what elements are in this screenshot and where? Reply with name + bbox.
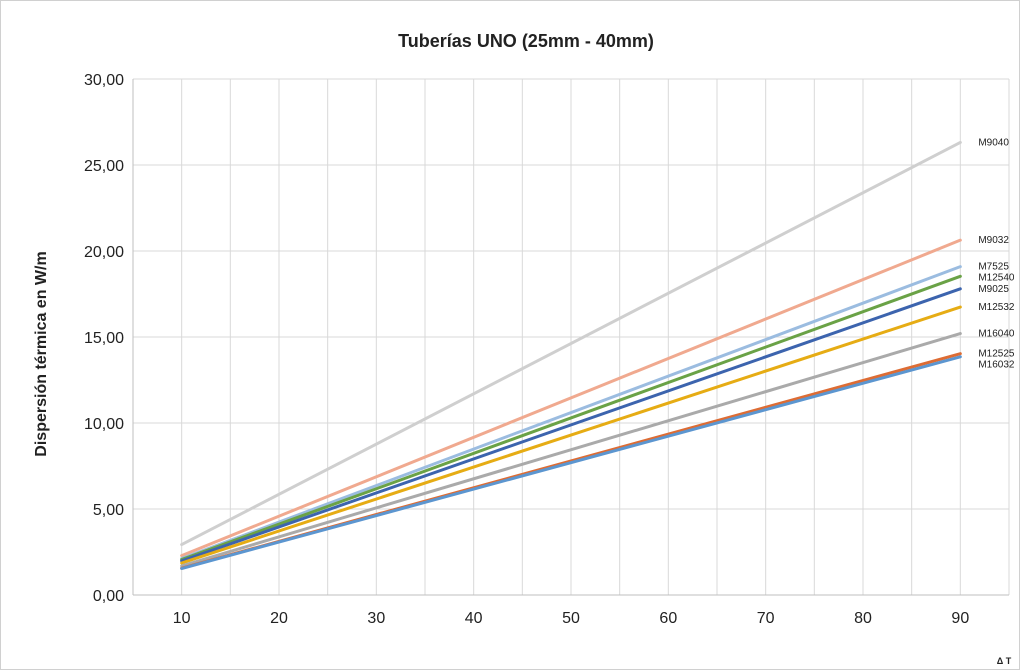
x-tick-label: 60: [659, 610, 677, 627]
gridlines: [132, 78, 1010, 596]
x-tick-label: 40: [465, 610, 483, 627]
y-tick-label: 0,00: [93, 588, 124, 605]
series-label: M16040: [978, 329, 1015, 340]
series-line-m16040: [180, 332, 962, 568]
series-line-m9025: [180, 287, 962, 563]
x-tick-label: 20: [270, 610, 288, 627]
series-label: M12532: [978, 302, 1015, 313]
series-label: M7525: [978, 262, 1009, 273]
x-tick-label: 50: [562, 610, 580, 627]
y-tick-label: 10,00: [84, 416, 124, 433]
y-tick-label: 5,00: [93, 502, 124, 519]
x-tick-label: 70: [757, 610, 775, 627]
x-tick-label: 90: [951, 610, 969, 627]
y-axis-label: Dispersión térmica en W/m: [33, 251, 50, 456]
series-line-m7525: [180, 265, 962, 561]
y-tick-label: 20,00: [84, 244, 124, 261]
axes: [132, 79, 1009, 596]
series-line-m9032: [180, 238, 962, 558]
series-label: M9032: [978, 235, 1009, 246]
y-tick-label: 30,00: [84, 72, 124, 89]
tick-labels: 0,00 5,00 10,00 15,00 20,00 25,00 30,00 10 20 30 4…: [84, 72, 969, 627]
chart-title: Tuberías UNO (25mm - 40mm): [398, 31, 654, 51]
series-line-m9040: [180, 140, 962, 547]
series-label: M9025: [978, 284, 1009, 295]
x-tick-label: 30: [367, 610, 385, 627]
y-tick-label: 15,00: [84, 330, 124, 347]
x-tick-label: 80: [854, 610, 872, 627]
series-line-m16032: [180, 355, 962, 571]
series-line-m12540: [180, 274, 962, 562]
series-lines: [180, 140, 962, 571]
x-tick-label: 10: [173, 610, 191, 627]
series-label: M9040: [978, 137, 1009, 148]
series-line-m12532: [180, 305, 962, 565]
series-label: M12540: [978, 273, 1015, 284]
series-label: M12525: [978, 349, 1015, 360]
series-label: M16032: [978, 360, 1015, 371]
y-tick-label: 25,00: [84, 158, 124, 175]
x-axis-label: Δ T: [997, 656, 1012, 666]
